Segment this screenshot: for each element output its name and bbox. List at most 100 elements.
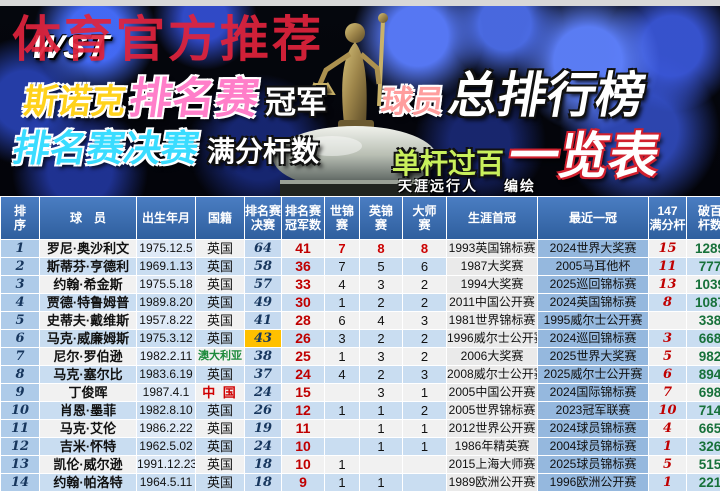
cell-rank: 3 (1, 276, 39, 293)
cell-rank: 8 (1, 366, 39, 383)
cell-born: 1975.12.5 (137, 240, 195, 257)
cell-wc (325, 438, 359, 455)
cell-rank: 11 (1, 420, 39, 437)
cell-finals: 18 (245, 456, 281, 473)
cell-finals: 38 (245, 348, 281, 365)
hero-banner: 体育官方推荐 WST 斯诺克 排名赛 冠军 球员 总排行榜 排名赛决赛 满分杆数… (0, 6, 720, 196)
cell-maxes: 11 (649, 258, 686, 275)
cell-ms: 2 (403, 330, 446, 347)
cell-rank: 7 (1, 348, 39, 365)
cell-rank: 13 (1, 456, 39, 473)
cell-nat: 中 国 (196, 384, 244, 401)
cell-cent: 982 (687, 348, 720, 365)
table-row: 12 吉米·怀特 1962.5.02 英国 24 10 1 1 1986年精英赛 2004球员锦标… (1, 438, 720, 455)
cell-nat: 英国 (196, 330, 244, 347)
cell-ms (403, 456, 446, 473)
cell-nat: 英国 (196, 312, 244, 329)
cell-finals: 64 (245, 240, 281, 257)
header-cell-finals: 排名赛 决赛 (245, 197, 281, 239)
cell-born: 1964.5.11 (137, 474, 195, 491)
title-ranking-finals: 排名赛决赛 (9, 128, 202, 169)
ranking-table: 排 序球 员出生年月 国籍 排名赛 决赛 排名赛 冠军数 世锦 赛英锦 赛大师 赛生涯首… (0, 196, 720, 492)
table-row: 7 尼尔·罗伯逊 1982.2.11 澳大利亚 38 25 1 3 2 2006大奖赛 2025世界… (1, 348, 720, 365)
cell-cent: 1039 (687, 276, 720, 293)
cell-first: 2012世界公开赛 (447, 420, 537, 437)
cell-latest: 2024世界大奖赛 (538, 240, 648, 257)
cell-rank: 2 (1, 258, 39, 275)
cell-maxes: 1 (649, 438, 686, 455)
header-cell-nat: 国籍 (196, 197, 244, 239)
cell-name: 马克·艾伦 (40, 420, 136, 437)
cell-rank: 12 (1, 438, 39, 455)
cell-maxes: 5 (649, 348, 686, 365)
cell-born: 1983.6.19 (137, 366, 195, 383)
cell-finals: 58 (245, 258, 281, 275)
cell-maxes: 4 (649, 420, 686, 437)
title-max-breaks: 满分杆数 (207, 136, 320, 167)
cell-ms: 6 (403, 258, 446, 275)
header-cell-rank: 排 序 (1, 197, 39, 239)
cell-first: 1994大奖赛 (447, 276, 537, 293)
cell-uk: 1 (360, 438, 402, 455)
cell-titles: 15 (282, 384, 324, 401)
table-row: 5 史蒂夫·戴维斯 1957.8.22 英国 41 28 6 4 3 1981世界锦标赛 1995威… (1, 312, 720, 329)
cell-cent: 698 (687, 384, 720, 401)
cell-cent: 714 (687, 402, 720, 419)
cell-nat: 英国 (196, 276, 244, 293)
cell-ms: 1 (403, 420, 446, 437)
header-cell-ms: 大师 赛 (403, 197, 446, 239)
cell-wc: 1 (325, 348, 359, 365)
cell-titles: 28 (282, 312, 324, 329)
cell-name: 约翰·希金斯 (40, 276, 136, 293)
cell-ms: 2 (403, 402, 446, 419)
cell-born: 1975.3.12 (137, 330, 195, 347)
cell-nat: 澳大利亚 (196, 348, 244, 365)
cell-finals: 18 (245, 474, 281, 491)
cell-uk: 4 (360, 312, 402, 329)
cell-uk: 8 (360, 240, 402, 257)
cell-ms: 2 (403, 294, 446, 311)
cell-latest: 1995威尔士公开赛 (538, 312, 648, 329)
cell-finals: 49 (245, 294, 281, 311)
cell-titles: 33 (282, 276, 324, 293)
cell-finals: 26 (245, 402, 281, 419)
cell-name: 约翰·帕洛特 (40, 474, 136, 491)
cell-cent: 515 (687, 456, 720, 473)
table-row: 1 罗尼·奥沙利文 1975.12.5 英国 64 41 7 8 8 1993英国锦标赛 2024世… (1, 240, 720, 257)
cell-born: 1969.1.13 (137, 258, 195, 275)
cell-titles: 25 (282, 348, 324, 365)
cell-ms: 8 (403, 240, 446, 257)
credit-line: 天涯远行人 编绘 (398, 176, 536, 196)
cell-ms: 2 (403, 276, 446, 293)
cell-name: 马克·塞尔比 (40, 366, 136, 383)
cell-wc: 4 (325, 276, 359, 293)
cell-born: 1989.8.20 (137, 294, 195, 311)
cell-cent: 665 (687, 420, 720, 437)
cell-name: 肖恩·墨菲 (40, 402, 136, 419)
cell-name: 丁俊晖 (40, 384, 136, 401)
cell-uk: 3 (360, 384, 402, 401)
cell-first: 1981世界锦标赛 (447, 312, 537, 329)
title-player: 球员 (379, 84, 447, 119)
cell-wc: 7 (325, 258, 359, 275)
cell-maxes: 8 (649, 294, 686, 311)
cell-born: 1982.2.11 (137, 348, 195, 365)
cell-rank: 14 (1, 474, 39, 491)
cell-titles: 10 (282, 456, 324, 473)
cell-born: 1962.5.02 (137, 438, 195, 455)
cell-rank: 9 (1, 384, 39, 401)
cell-first: 1996威尔士公开赛 (447, 330, 537, 347)
cell-titles: 30 (282, 294, 324, 311)
cell-first: 2006大奖赛 (447, 348, 537, 365)
cell-wc: 1 (325, 456, 359, 473)
cell-titles: 41 (282, 240, 324, 257)
cell-uk: 1 (360, 474, 402, 491)
cell-cent: 777 (687, 258, 720, 275)
cell-maxes: 1 (649, 474, 686, 491)
cell-wc: 1 (325, 294, 359, 311)
cell-wc: 6 (325, 312, 359, 329)
header-cell-latest: 最近一冠 (538, 197, 648, 239)
trophy-image (273, 13, 437, 196)
cell-maxes: 15 (649, 240, 686, 257)
